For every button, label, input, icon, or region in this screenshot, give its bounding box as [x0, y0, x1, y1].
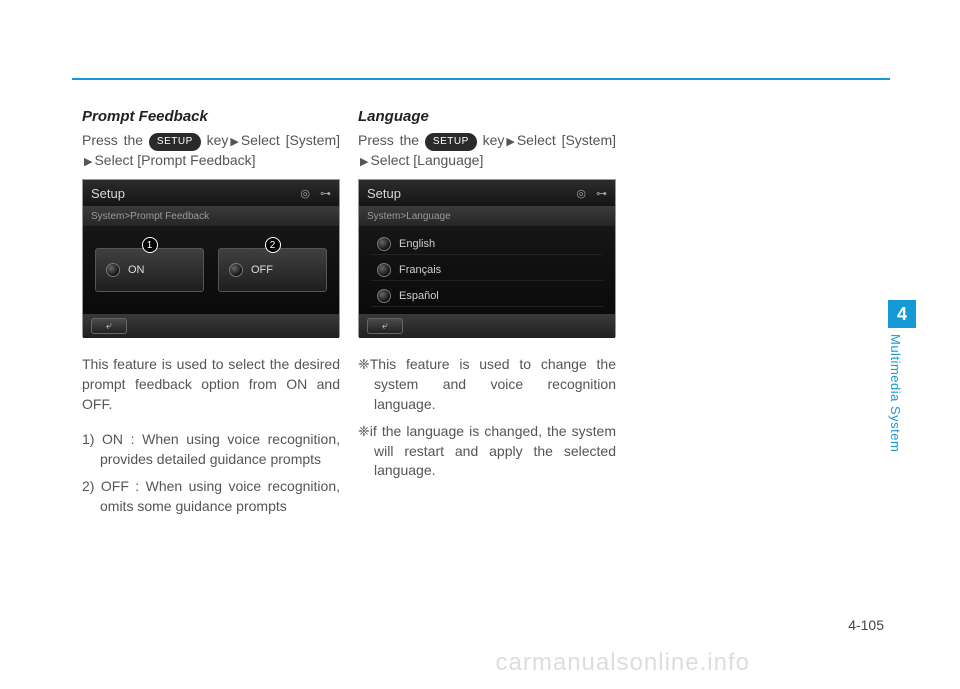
instr-text: Press the — [358, 132, 419, 148]
screen-header: Setup ◎ ⊶ — [83, 180, 339, 206]
screen-title: Setup — [367, 186, 401, 201]
bullet-feature-change: ❈This feature is used to change the syst… — [358, 355, 616, 414]
triangle-icon: ▶ — [230, 135, 238, 150]
instr-text: key — [483, 132, 505, 148]
setup-key-icon: SETUP — [149, 133, 201, 151]
chapter-number: 4 — [888, 300, 916, 328]
instr-text: Select [System] — [241, 132, 340, 148]
badge-2: 2 — [265, 237, 281, 253]
screen-breadcrumb: System>Prompt Feedback — [83, 206, 339, 226]
column-language: Language Press the SETUP key▶Select [Sys… — [358, 108, 616, 489]
language-list: English Français Español — [371, 233, 603, 307]
instr-text: Select [System] — [517, 132, 616, 148]
lang-espanol: Español — [371, 285, 603, 307]
screen-breadcrumb: System>Language — [359, 206, 615, 226]
screen-body: 1 ON 2 OFF — [83, 226, 339, 314]
triangle-icon: ▶ — [84, 155, 92, 170]
instr-text: Select [Language] — [370, 152, 483, 168]
triangle-icon: ▶ — [506, 135, 514, 150]
lang-label: English — [399, 238, 435, 250]
target-icon: ◎ — [300, 187, 310, 200]
usb-icon: ⊶ — [596, 187, 607, 200]
screen-footer: ⤶ — [359, 314, 615, 338]
screen-title: Setup — [91, 186, 125, 201]
column-prompt-feedback: Prompt Feedback Press the SETUP key▶Sele… — [82, 108, 340, 525]
instruction-language: Press the SETUP key▶Select [System] ▶Sel… — [358, 131, 616, 169]
list-item-on: 1) ON : When using voice recognition, pr… — [82, 430, 340, 469]
radio-icon — [377, 289, 391, 303]
instr-text: Press the — [82, 132, 143, 148]
target-icon: ◎ — [576, 187, 586, 200]
instr-text: Select [Prompt Feedback] — [94, 152, 255, 168]
heading-language: Language — [358, 108, 616, 125]
radio-icon — [377, 237, 391, 251]
screenshot-prompt-feedback: Setup ◎ ⊶ System>Prompt Feedback 1 ON 2 … — [82, 179, 340, 337]
screen-header: Setup ◎ ⊶ — [359, 180, 615, 206]
instruction-prompt-feedback: Press the SETUP key▶Select [System] ▶Sel… — [82, 131, 340, 169]
bullet-restart: ❈if the language is changed, the system … — [358, 422, 616, 481]
back-button-icon: ⤶ — [367, 318, 403, 334]
chapter-label: Multimedia System — [888, 334, 903, 452]
lang-label: Français — [399, 264, 441, 276]
screen-body: English Français Español — [359, 226, 615, 314]
radio-icon — [106, 263, 120, 277]
chapter-tab: 4 Multimedia System — [888, 300, 916, 452]
back-button-icon: ⤶ — [91, 318, 127, 334]
watermark: carmanualsonline.info — [496, 649, 750, 677]
heading-prompt-feedback: Prompt Feedback — [82, 108, 340, 125]
lang-label: Español — [399, 290, 439, 302]
page-number: 4-105 — [848, 617, 884, 633]
toggle-label: OFF — [251, 264, 273, 276]
setup-key-icon: SETUP — [425, 133, 477, 151]
lang-francais: Français — [371, 259, 603, 281]
description-prompt-feedback: This feature is used to select the desir… — [82, 355, 340, 414]
usb-icon: ⊶ — [320, 187, 331, 200]
screenshot-language: Setup ◎ ⊶ System>Language English França… — [358, 179, 616, 337]
screen-footer: ⤶ — [83, 314, 339, 338]
toggle-off-button: 2 OFF — [218, 248, 327, 292]
toggle-on-button: 1 ON — [95, 248, 204, 292]
top-rule — [72, 78, 890, 80]
toggle-label: ON — [128, 264, 145, 276]
radio-icon — [377, 263, 391, 277]
triangle-icon: ▶ — [360, 155, 368, 170]
badge-1: 1 — [142, 237, 158, 253]
lang-english: English — [371, 233, 603, 255]
list-item-off: 2) OFF : When using voice recognition, o… — [82, 477, 340, 516]
radio-icon — [229, 263, 243, 277]
instr-text: key — [207, 132, 229, 148]
